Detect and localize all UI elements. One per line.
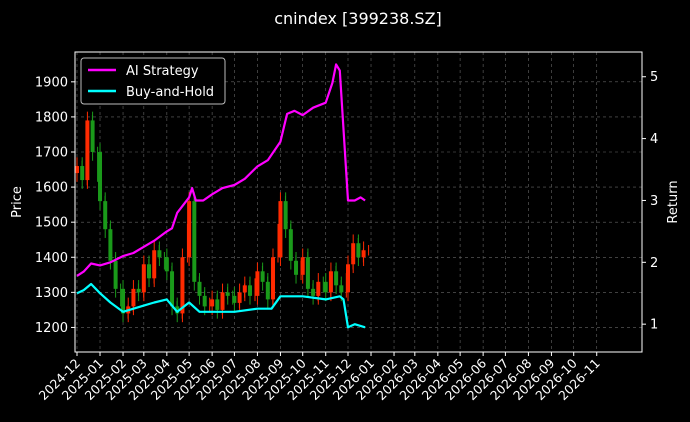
y2-tick-label: 1 [650,318,658,333]
candle-body [316,281,321,296]
candle-body [294,260,299,275]
candle-body [80,166,85,181]
candle-body [334,271,339,286]
candle-body [356,243,361,258]
y-tick-label: 1700 [35,146,68,161]
candle-body [175,306,180,314]
candle-body [265,281,270,300]
grid [75,52,642,352]
candle-body [180,257,185,314]
candle-body [113,260,118,289]
candle-body [232,295,237,303]
candle-body [255,271,260,296]
candle-body [152,250,157,279]
candle-body [108,229,113,261]
candle-body [339,285,344,293]
y-tick-label: 1500 [35,216,68,231]
y-tick-label: 1400 [35,251,68,266]
candle-body [136,288,141,293]
y2-axis-label: Return [666,180,681,223]
y2-tick-label: 3 [650,194,658,209]
candle-body [346,264,350,293]
candle-body [85,120,90,181]
price-candles [75,111,370,323]
y-tick-label: 1900 [35,75,68,90]
candle-body [131,288,136,307]
candle-body [225,292,230,296]
candle-body [242,285,247,293]
y2-tick-label: 4 [650,132,658,147]
plot-area-frame [74,51,643,353]
legend-label-ai: AI Strategy [126,64,199,79]
y-tick-label: 1600 [35,181,68,196]
chart-title: cnindex [399238.SZ] [274,9,442,28]
legend-box [80,57,226,105]
candle-body [141,264,146,293]
candle-body [192,201,197,282]
candle-body [75,166,79,174]
candle-body [121,288,126,314]
candle-body [170,271,175,307]
candle-body [220,292,225,310]
candle-body [271,257,276,300]
candle-body [260,271,265,282]
candle-body [247,285,252,296]
legend-label-bh: Buy-and-Hold [126,85,214,100]
candle-body [202,295,207,307]
candle-body [215,299,220,310]
candle-body [187,201,192,258]
candle-body [98,152,103,202]
candle-body [90,120,95,152]
candle-body [147,264,152,279]
series-line-ai-strategy [76,63,366,277]
candle-body [210,299,215,307]
y-tick-label: 1800 [35,110,68,125]
candle-body [278,201,283,258]
candle-body [300,257,305,275]
candle-body [164,257,169,272]
y2-tick-label: 5 [650,70,658,85]
series-line-buy-and-hold [76,282,366,329]
candle-body [351,243,356,265]
candle-body [283,201,288,230]
candle-body [361,250,366,258]
candle-body [305,257,310,289]
candle-body [197,281,202,296]
candle-body [311,288,316,296]
y-tick-label: 1200 [35,321,68,336]
candle-body [288,229,293,261]
candle-body [237,292,242,303]
legend: AI Strategy Buy-and-Hold [80,57,226,105]
y2-tick-label: 2 [650,256,658,271]
candle-body [323,281,328,293]
y-axis-label: Price [10,186,25,218]
right-axis: 1 2 3 4 5 [642,70,658,333]
candle-body [103,201,108,230]
left-axis: 1200 1300 1400 1500 1600 1700 1800 1900 [35,75,75,336]
candle-body [157,250,162,258]
series-lines [76,63,366,329]
y-tick-label: 1300 [35,286,68,301]
candle-body [328,271,333,293]
